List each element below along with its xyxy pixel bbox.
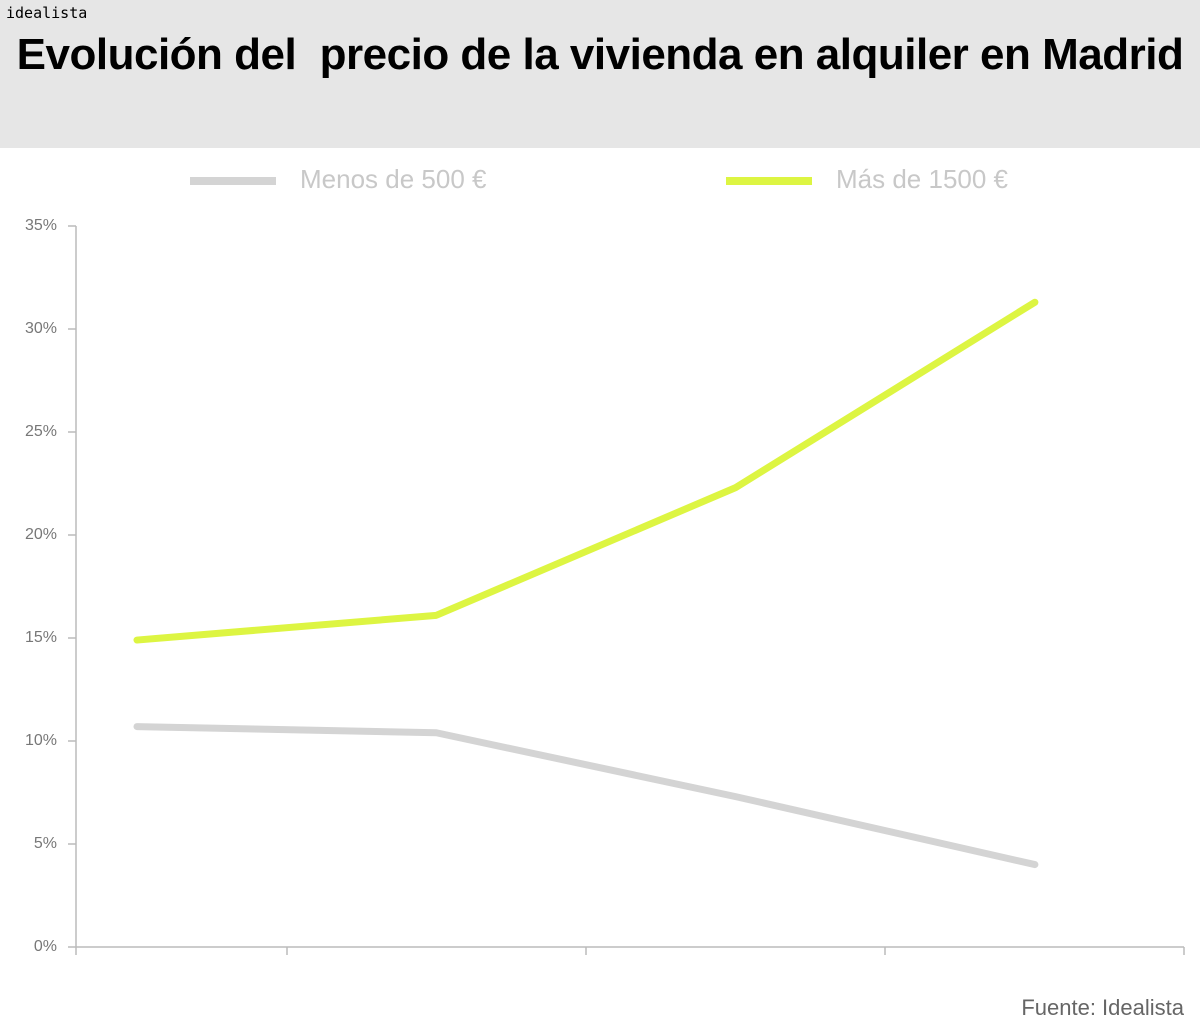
y-tick-label: 15% [25,629,57,646]
data-line [133,723,1039,869]
y-tick-label: 30% [25,320,57,337]
source: Fuente: Idealista [1021,995,1184,1020]
y-tick-label: 35% [25,217,57,234]
y-tick-label: 25% [25,423,57,440]
y-tick-label: 20% [25,526,57,543]
legend-label: Menos de 500 € [300,164,487,194]
y-tick-label: 5% [34,835,57,852]
y-tick-label: 10% [25,732,57,749]
chart-title: Evolución del precio de la vivienda en a… [16,30,1184,79]
y-tick-label: 0% [34,938,57,955]
legend-label: Más de 1500 € [836,164,1009,194]
header: idealista Evolución del precio de la viv… [0,0,1200,148]
logo: idealista [6,4,88,22]
data-line [133,298,1039,644]
